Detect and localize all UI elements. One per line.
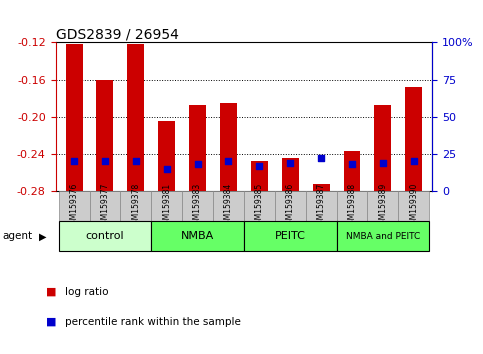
Bar (368, 191, 398, 221)
Text: ▶: ▶ (39, 231, 46, 241)
Bar (158, 121, 175, 191)
Bar (213, 191, 244, 221)
Bar (337, 191, 368, 221)
Bar (89, 191, 120, 221)
Point (194, 161, 201, 167)
Point (256, 163, 263, 169)
Bar (151, 191, 182, 221)
Text: GSM159389: GSM159389 (378, 183, 387, 229)
Bar (343, 151, 360, 191)
Point (70, 159, 78, 164)
Text: GSM159388: GSM159388 (347, 183, 356, 229)
Text: GDS2839 / 26954: GDS2839 / 26954 (56, 27, 178, 41)
Bar (306, 191, 337, 221)
Text: GSM159381: GSM159381 (162, 183, 171, 229)
Text: GSM159390: GSM159390 (409, 183, 418, 229)
Text: log ratio: log ratio (65, 287, 109, 297)
Bar (120, 191, 151, 221)
Bar (128, 44, 144, 191)
Text: GSM159387: GSM159387 (317, 183, 326, 229)
Bar (182, 191, 213, 221)
Text: ■: ■ (46, 287, 57, 297)
Text: GSM159378: GSM159378 (131, 183, 141, 229)
Text: NMBA: NMBA (181, 231, 214, 241)
Text: NMBA and PEITC: NMBA and PEITC (346, 232, 420, 241)
Point (163, 166, 170, 172)
Text: control: control (85, 231, 124, 241)
Point (410, 159, 418, 164)
Text: percentile rank within the sample: percentile rank within the sample (65, 317, 241, 327)
Point (317, 156, 325, 161)
Bar (66, 44, 83, 191)
Bar (337, 221, 429, 251)
Bar (151, 221, 244, 251)
Bar (244, 191, 275, 221)
Text: GSM159385: GSM159385 (255, 183, 264, 229)
Text: GSM159376: GSM159376 (70, 183, 79, 229)
Point (225, 159, 232, 164)
Text: GSM159383: GSM159383 (193, 183, 202, 229)
Bar (244, 221, 337, 251)
Bar (374, 105, 391, 191)
Bar (251, 161, 268, 191)
Text: GSM159384: GSM159384 (224, 183, 233, 229)
Point (101, 159, 109, 164)
Text: GSM159386: GSM159386 (286, 183, 295, 229)
Bar (398, 191, 429, 221)
Text: agent: agent (2, 231, 32, 241)
Point (132, 159, 140, 164)
Point (379, 160, 387, 166)
Bar (58, 191, 89, 221)
Point (286, 160, 294, 166)
Text: ■: ■ (46, 317, 57, 327)
Text: PEITC: PEITC (275, 231, 306, 241)
Bar (275, 191, 306, 221)
Bar (405, 87, 422, 191)
Bar (189, 105, 206, 191)
Point (348, 161, 356, 167)
Bar (313, 184, 329, 191)
Bar (58, 221, 151, 251)
Bar (97, 80, 114, 191)
Text: GSM159377: GSM159377 (100, 183, 110, 229)
Bar (282, 158, 298, 191)
Bar (220, 103, 237, 191)
